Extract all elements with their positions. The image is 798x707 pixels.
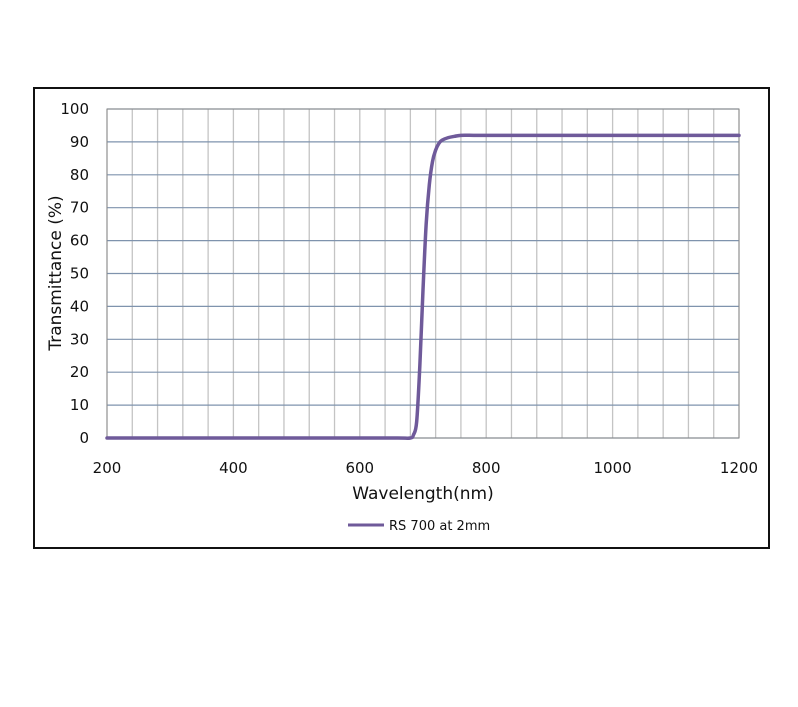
y-tick-label: 70 (70, 199, 89, 217)
y-tick-label: 100 (60, 100, 89, 118)
y-tick-label: 90 (70, 133, 89, 151)
y-tick-label: 50 (70, 265, 89, 283)
x-tick-label: 400 (219, 459, 248, 477)
x-tick-label: 200 (93, 459, 122, 477)
series-line-rs700 (105, 133, 741, 440)
x-axis-title: Wavelength(nm) (352, 484, 493, 504)
y-tick-label: 10 (70, 396, 89, 414)
y-axis-ticks: 0 10 20 30 40 50 60 70 80 90 100 (60, 100, 89, 447)
y-tick-label: 60 (70, 232, 89, 250)
plot-area-border (106, 108, 740, 439)
x-tick-label: 600 (345, 459, 374, 477)
x-tick-label: 1000 (594, 459, 632, 477)
y-tick-label: 30 (70, 330, 89, 348)
legend-label: RS 700 at 2mm (389, 519, 490, 534)
y-axis-title: Transmittance (%) (46, 195, 66, 351)
y-tick-label: 40 (70, 297, 89, 315)
x-axis-ticks: 200 400 600 800 1000 1200 (93, 459, 758, 477)
chart-frame (33, 87, 770, 549)
y-tick-label: 0 (79, 429, 89, 447)
y-tick-label: 20 (70, 363, 89, 381)
y-tick-label: 80 (70, 166, 89, 184)
legend: RS 700 at 2mm (348, 519, 490, 534)
x-tick-label: 800 (472, 459, 501, 477)
x-tick-label: 1200 (720, 459, 758, 477)
